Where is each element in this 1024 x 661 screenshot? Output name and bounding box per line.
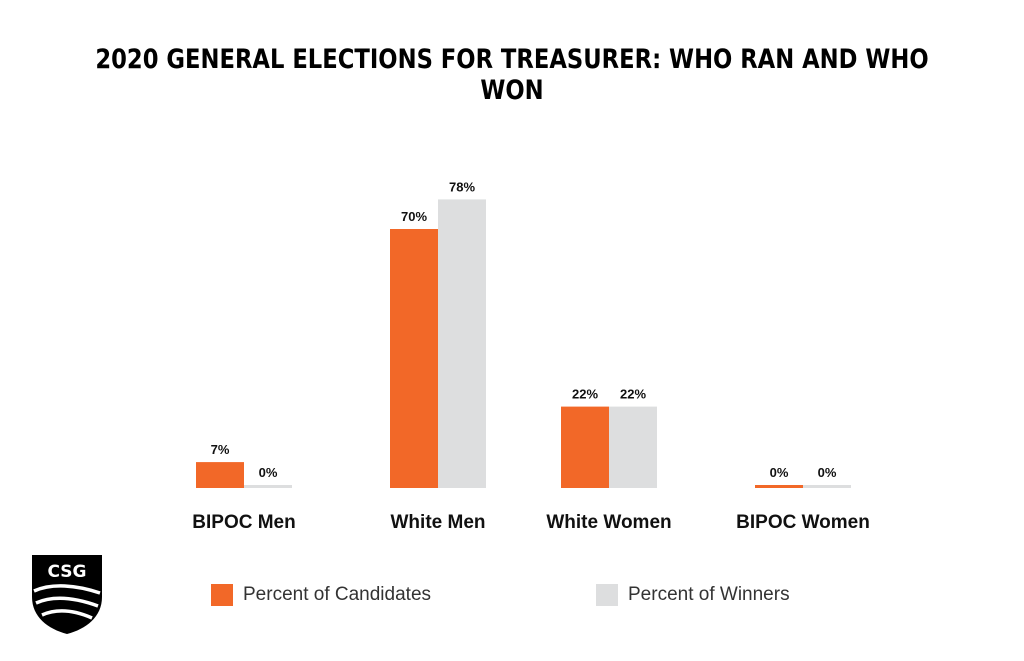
bar-bipoc-women-percent-of-winners: [803, 485, 851, 488]
value-label-white-women-percent-of-winners: 22%: [620, 387, 646, 402]
value-label-bipoc-men-percent-of-winners: 0%: [259, 465, 278, 480]
bar-bipoc-women-percent-of-candidates: [755, 485, 803, 488]
bar-white-men-percent-of-winners: [438, 199, 486, 488]
bar-white-women-percent-of-candidates: [561, 406, 609, 488]
value-label-white-men-percent-of-winners: 78%: [449, 179, 475, 194]
value-label-white-women-percent-of-candidates: 22%: [572, 387, 598, 402]
csg-logo: CSG: [32, 555, 102, 634]
value-label-white-men-percent-of-candidates: 70%: [401, 209, 427, 224]
category-label-white-men: White Men: [391, 512, 486, 533]
bar-bipoc-men-percent-of-winners: [244, 485, 292, 488]
category-label-bipoc-women: BIPOC Women: [736, 512, 870, 533]
value-label-bipoc-women-percent-of-candidates: 0%: [770, 465, 789, 480]
category-label-bipoc-men: BIPOC Men: [192, 512, 295, 533]
value-label-bipoc-women-percent-of-winners: 0%: [818, 465, 837, 480]
bar-white-women-percent-of-winners: [609, 406, 657, 488]
bar-bipoc-men-percent-of-candidates: [196, 462, 244, 488]
category-label-white-women: White Women: [546, 512, 671, 533]
logo-text: CSG: [48, 562, 87, 582]
value-label-bipoc-men-percent-of-candidates: 7%: [211, 442, 230, 457]
bar-white-men-percent-of-candidates: [390, 229, 438, 488]
chart-title: 2020 GENERAL ELECTIONS FOR TREASURER: WH…: [95, 44, 929, 106]
